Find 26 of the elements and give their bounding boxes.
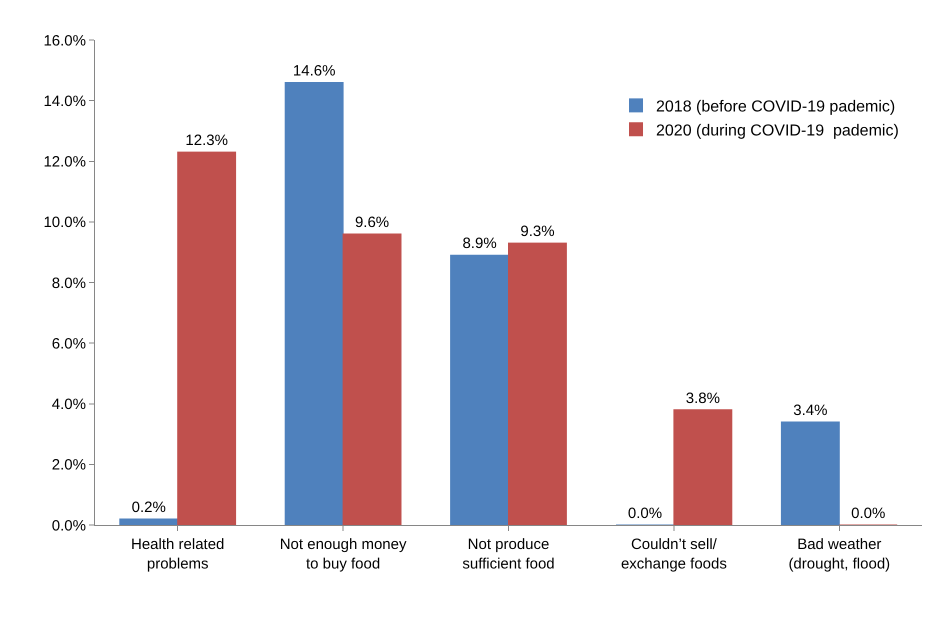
data-label: 3.8%	[686, 390, 720, 407]
data-label: 0.0%	[851, 505, 886, 522]
data-label: 8.9%	[462, 235, 497, 252]
y-tick-label: 16.0%	[43, 32, 86, 50]
y-tick-label: 2.0%	[52, 456, 86, 474]
x-tick-label: Couldn’t sell/ exchange foods	[620, 536, 727, 572]
x-tick-label: Health related problems	[130, 536, 224, 572]
x-tick-label: Not enough money to buy food	[280, 536, 407, 572]
data-label: 9.3%	[520, 223, 555, 240]
y-tick-label: 4.0%	[52, 396, 86, 413]
y-tick-label: 6.0%	[52, 335, 86, 352]
data-label: 3.4%	[793, 402, 828, 419]
data-label: 9.6%	[354, 214, 390, 231]
x-tick-label: Bad weather (drought, flood)	[788, 536, 890, 572]
data-label: 14.6%	[292, 62, 336, 80]
y-tick-label: 10.0%	[43, 214, 86, 232]
y-tick-label: 0.0%	[52, 517, 86, 534]
legend-label: 2018 (before COVID-19 pademic)	[656, 98, 896, 116]
data-label: 0.0%	[628, 505, 662, 522]
legend-label: 2020 (during COVID-19 pademic)	[656, 122, 899, 140]
y-tick-label: 8.0%	[52, 274, 86, 292]
x-tick-label: Not produce sufficient food	[462, 536, 555, 572]
y-tick-label: 12.0%	[43, 154, 86, 170]
data-label: 12.3%	[185, 132, 228, 150]
y-tick-label: 14.0%	[43, 92, 86, 110]
data-label: 0.2%	[132, 498, 166, 516]
